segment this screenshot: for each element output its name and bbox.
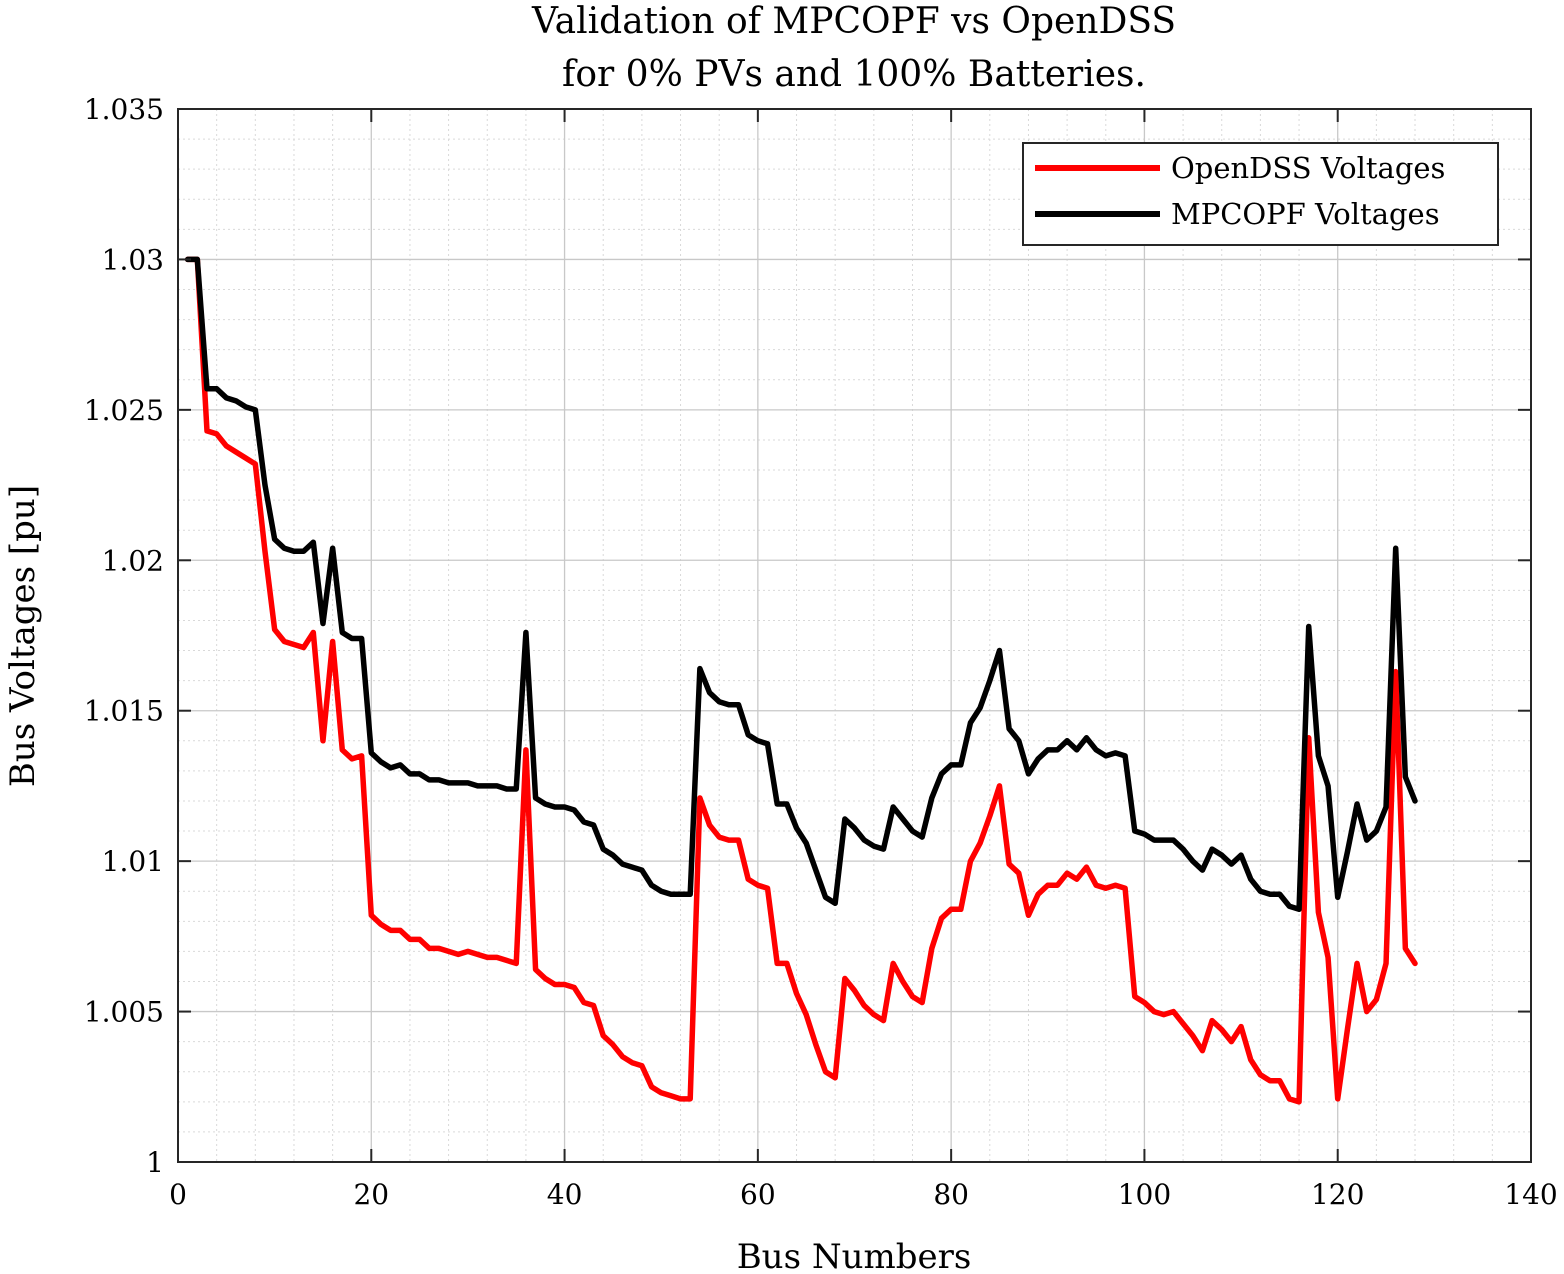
x-axis-label: Bus Numbers bbox=[737, 1237, 972, 1274]
y-tick-label: 1.03 bbox=[102, 243, 164, 276]
legend: OpenDSS Voltages MPCOPF Voltages bbox=[1022, 142, 1499, 246]
legend-label-mpcopf: MPCOPF Voltages bbox=[1171, 197, 1440, 231]
series-layer bbox=[184, 256, 1418, 1105]
series-line-mpcopf-voltages bbox=[184, 256, 1418, 913]
x-tick-label: 0 bbox=[169, 1178, 187, 1211]
y-tick-label: 1.005 bbox=[84, 996, 164, 1029]
chart-title-line-1: Validation of MPCOPF vs OpenDSS bbox=[531, 1, 1176, 42]
plot-area bbox=[177, 108, 1532, 1163]
chart-title-line-2: for 0% PVs and 100% Batteries. bbox=[562, 54, 1146, 95]
x-tick-label: 60 bbox=[740, 1178, 776, 1211]
y-tick-label: 1.02 bbox=[102, 544, 164, 577]
legend-box bbox=[1022, 142, 1499, 246]
y-tick-label: 1 bbox=[146, 1146, 164, 1179]
minor-grid bbox=[178, 109, 1531, 1162]
y-tick-label: 1.015 bbox=[84, 695, 164, 728]
x-tick-label: 20 bbox=[353, 1178, 389, 1211]
x-tick-label: 80 bbox=[933, 1178, 969, 1211]
x-tick-labels: 0 20 40 60 80 100 120 140 bbox=[169, 1178, 1558, 1211]
x-tick-label: 120 bbox=[1311, 1178, 1364, 1211]
legend-label-opendss: OpenDSS Voltages bbox=[1171, 151, 1445, 185]
y-tick-label: 1.035 bbox=[84, 93, 164, 126]
axes-box bbox=[177, 108, 1532, 1163]
y-tick-label: 1.01 bbox=[102, 845, 164, 878]
x-tick-label: 100 bbox=[1118, 1178, 1171, 1211]
y-tick-labels: 1 1.005 1.01 1.015 1.02 1.025 1.03 1.035 bbox=[84, 93, 164, 1179]
y-tick-label: 1.025 bbox=[84, 394, 164, 427]
x-tick-label: 140 bbox=[1504, 1178, 1557, 1211]
series-line-opendss-voltages bbox=[184, 256, 1418, 1105]
y-axis-label: Bus Voltages [pu] bbox=[3, 485, 43, 787]
x-tick-label: 40 bbox=[547, 1178, 583, 1211]
